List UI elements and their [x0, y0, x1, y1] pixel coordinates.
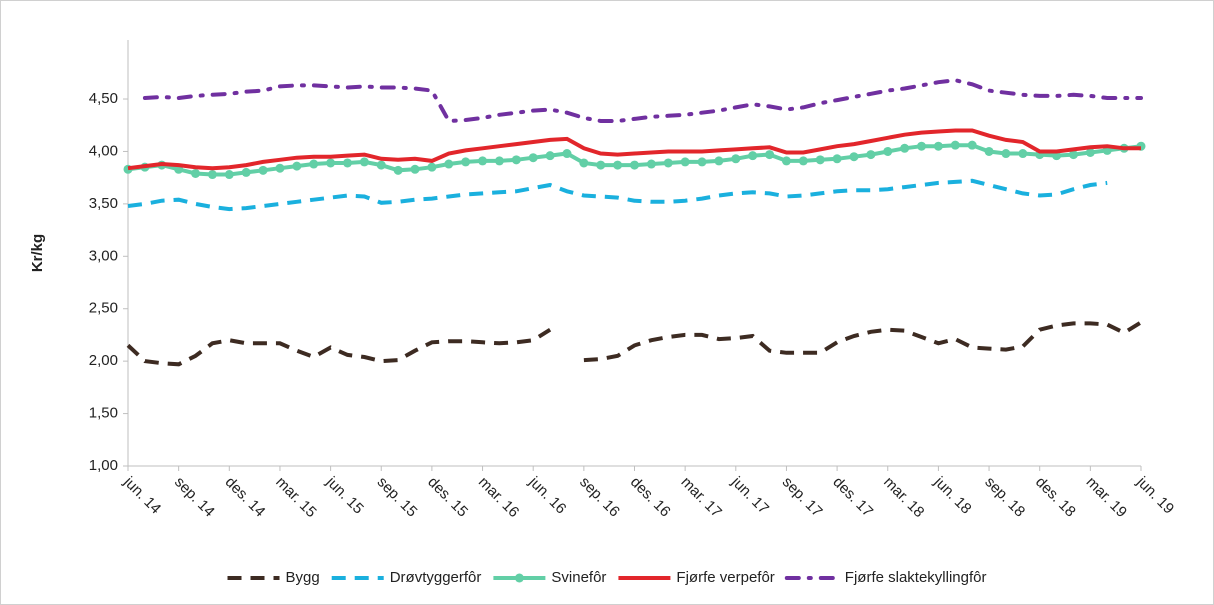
- legend-marker: [514, 573, 524, 583]
- data-point: [342, 158, 352, 168]
- data-point: [765, 150, 775, 160]
- data-point: [832, 154, 842, 164]
- data-point: [511, 155, 521, 165]
- data-point: [275, 163, 285, 173]
- data-point: [967, 140, 977, 150]
- data-point: [410, 164, 420, 174]
- data-point: [1018, 149, 1028, 159]
- y-tick-label: 1,00: [89, 457, 118, 474]
- data-point: [933, 141, 943, 151]
- series-line: [142, 78, 1143, 124]
- data-point: [714, 156, 724, 166]
- series-line: [126, 320, 1143, 367]
- data-point: [292, 161, 302, 171]
- data-point: [630, 160, 639, 170]
- legend-label: Svinefôr: [551, 569, 606, 586]
- data-point: [663, 158, 673, 168]
- data-point: [950, 140, 960, 150]
- data-point: [596, 160, 606, 170]
- data-point: [309, 159, 319, 169]
- legend: Bygg Drøvtyggerfôr Svinefôr Fjørfe verpefôr…: [227, 569, 987, 586]
- legend-label: Fjørfe verpefôr: [676, 569, 774, 586]
- data-point: [191, 168, 201, 178]
- data-point: [376, 160, 386, 170]
- y-tick-label: 2,50: [89, 300, 118, 317]
- series-line: [127, 128, 1141, 171]
- data-point: [917, 141, 927, 151]
- data-point: [697, 157, 707, 167]
- data-point: [494, 156, 504, 166]
- data-point: [680, 157, 690, 167]
- data-point: [1085, 147, 1095, 157]
- data-point: [646, 159, 656, 169]
- data-point: [427, 162, 437, 172]
- y-tick-label: 4,00: [89, 142, 118, 159]
- legend-label: Fjørfe slaktekyllingfôr: [845, 569, 987, 586]
- data-point: [849, 152, 859, 162]
- data-point: [562, 149, 572, 159]
- y-tick-label: 2,00: [89, 352, 118, 369]
- data-point: [478, 156, 488, 166]
- y-tick-label: 3,50: [89, 195, 118, 212]
- data-point: [815, 155, 825, 165]
- data-point: [731, 154, 741, 164]
- data-point: [1068, 150, 1078, 160]
- data-point: [393, 165, 403, 175]
- data-point: [545, 151, 555, 161]
- data-point: [866, 150, 876, 160]
- y-axis-label: Kr/kg: [29, 234, 46, 272]
- data-point: [984, 146, 994, 156]
- data-point: [798, 156, 808, 166]
- data-point: [241, 167, 251, 177]
- data-point: [781, 156, 791, 166]
- legend-label: Bygg: [286, 569, 320, 586]
- data-point: [224, 170, 234, 180]
- data-point: [528, 153, 538, 163]
- y-tick-label: 3,00: [89, 247, 118, 264]
- data-point: [1001, 149, 1011, 159]
- data-point: [444, 159, 454, 169]
- data-point: [359, 157, 369, 167]
- data-point: [207, 170, 217, 180]
- data-point: [900, 143, 910, 153]
- data-point: [613, 160, 623, 170]
- y-tick-label: 1,50: [89, 405, 118, 422]
- y-tick-label: 4,50: [89, 90, 118, 107]
- data-point: [326, 158, 336, 168]
- data-point: [579, 158, 589, 168]
- legend-label: Drøvtyggerfôr: [390, 569, 482, 586]
- data-point: [748, 151, 758, 161]
- data-point: [258, 165, 268, 175]
- data-point: [461, 157, 471, 167]
- data-point: [883, 146, 893, 156]
- series-line: [127, 178, 1108, 212]
